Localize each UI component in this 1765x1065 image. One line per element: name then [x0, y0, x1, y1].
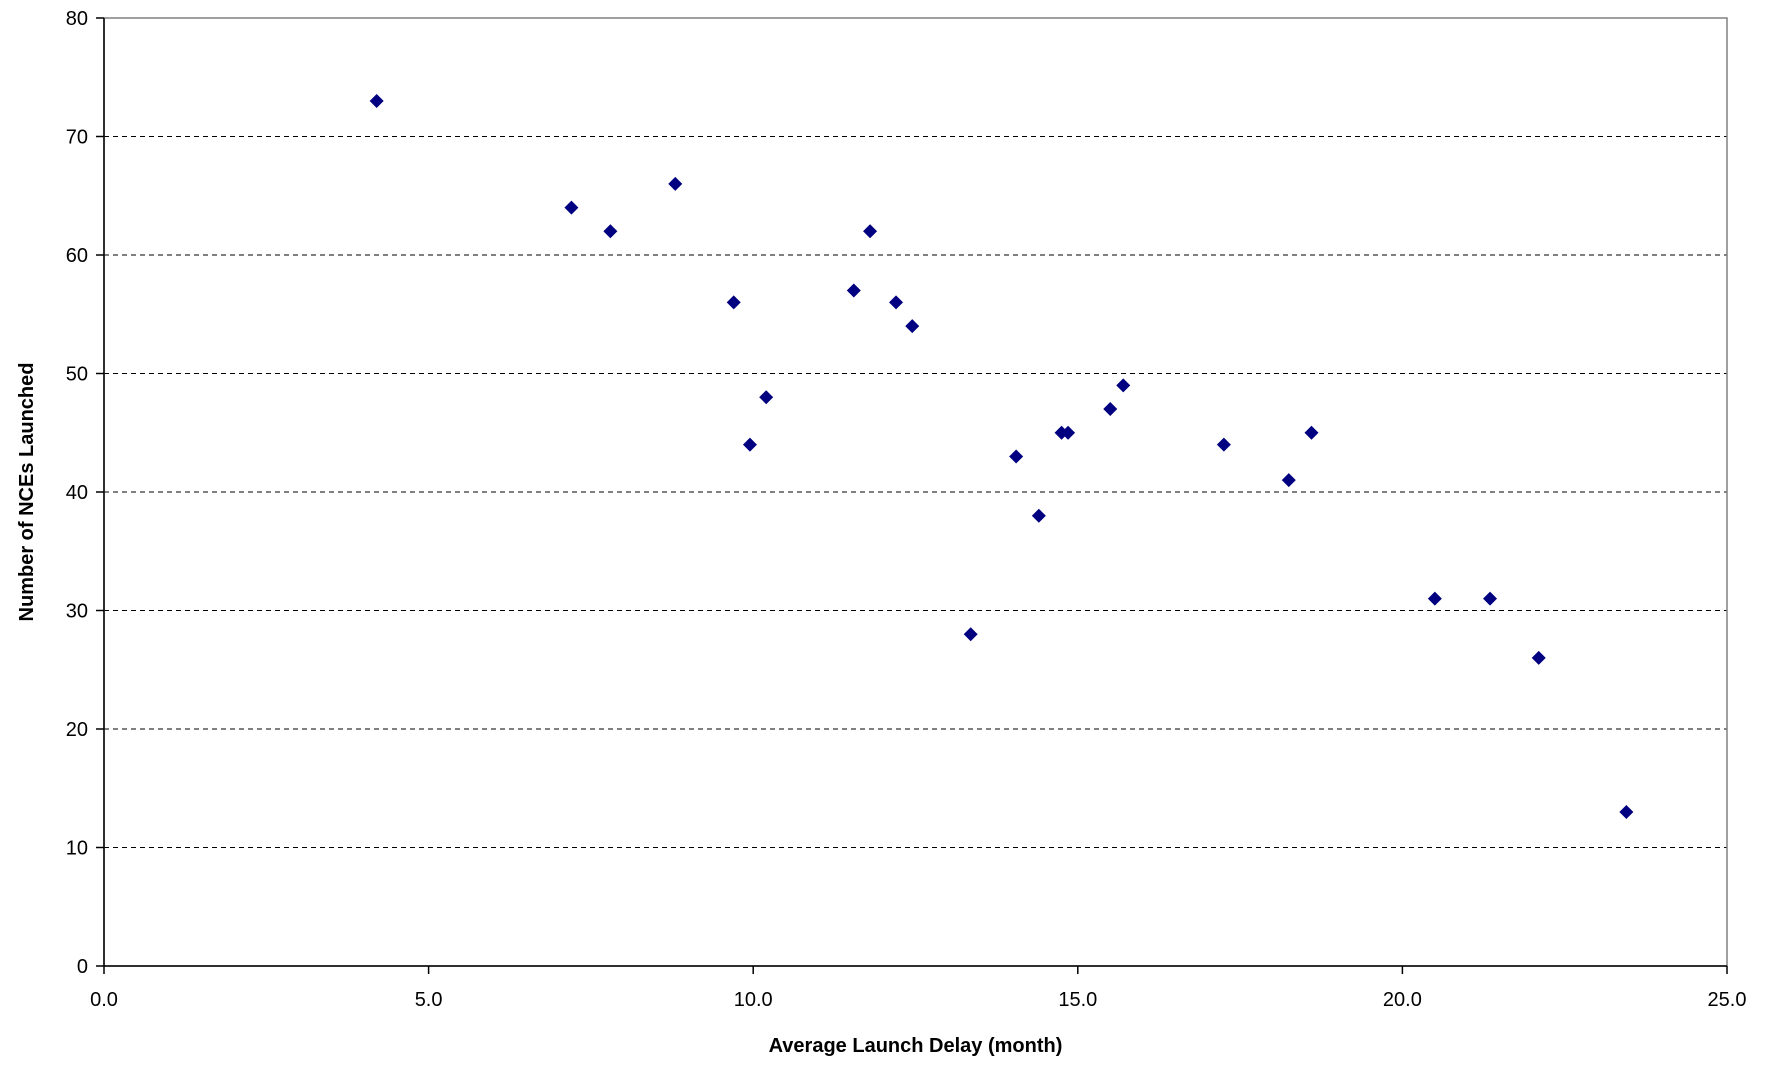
y-tick-label: 0: [77, 956, 88, 978]
data-point: [1483, 591, 1498, 606]
data-point: [564, 200, 579, 215]
data-point: [1281, 473, 1296, 488]
data-point: [846, 283, 861, 298]
data-point: [1216, 437, 1231, 452]
data-point: [963, 627, 978, 642]
x-tick-label: 15.0: [1058, 989, 1097, 1011]
data-point: [1031, 508, 1046, 523]
y-tick-label: 80: [66, 8, 88, 30]
data-point: [1531, 650, 1546, 665]
data-point: [889, 295, 904, 310]
data-points: [369, 93, 1634, 819]
x-tick-label: 0.0: [90, 989, 118, 1011]
data-point: [863, 224, 878, 239]
x-tick-label: 20.0: [1383, 989, 1422, 1011]
x-tick-label: 5.0: [415, 989, 443, 1011]
axes: 0 10 20 30 40 50 60 70 80 0.0 5.0 10.0 15.0 20.0 25.0: [66, 8, 1747, 1011]
data-point: [1304, 425, 1319, 440]
x-tick-label: 25.0: [1708, 989, 1747, 1011]
y-tick-label: 50: [66, 364, 88, 386]
data-point: [759, 390, 774, 405]
data-point: [1061, 425, 1076, 440]
y-tick-label: 30: [66, 601, 88, 623]
x-tick-label: 10.0: [734, 989, 773, 1011]
y-axis-title: Number of NCEs Launched: [16, 363, 38, 622]
data-point: [1116, 378, 1131, 393]
data-point: [1009, 449, 1024, 464]
y-tick-label: 60: [66, 245, 88, 267]
y-tick-label: 10: [66, 838, 88, 860]
data-point: [905, 319, 920, 334]
y-tick-label: 20: [66, 719, 88, 741]
data-point: [369, 93, 384, 108]
data-point: [1103, 402, 1118, 417]
data-point: [726, 295, 741, 310]
data-point: [668, 176, 683, 191]
y-tick-label: 40: [66, 482, 88, 504]
data-point: [742, 437, 757, 452]
data-point: [1427, 591, 1442, 606]
x-axis-title: Average Launch Delay (month): [769, 1035, 1063, 1057]
gridlines: [104, 136, 1727, 848]
data-point: [1619, 804, 1634, 819]
y-tick-label: 70: [66, 127, 88, 149]
data-point: [603, 224, 618, 239]
